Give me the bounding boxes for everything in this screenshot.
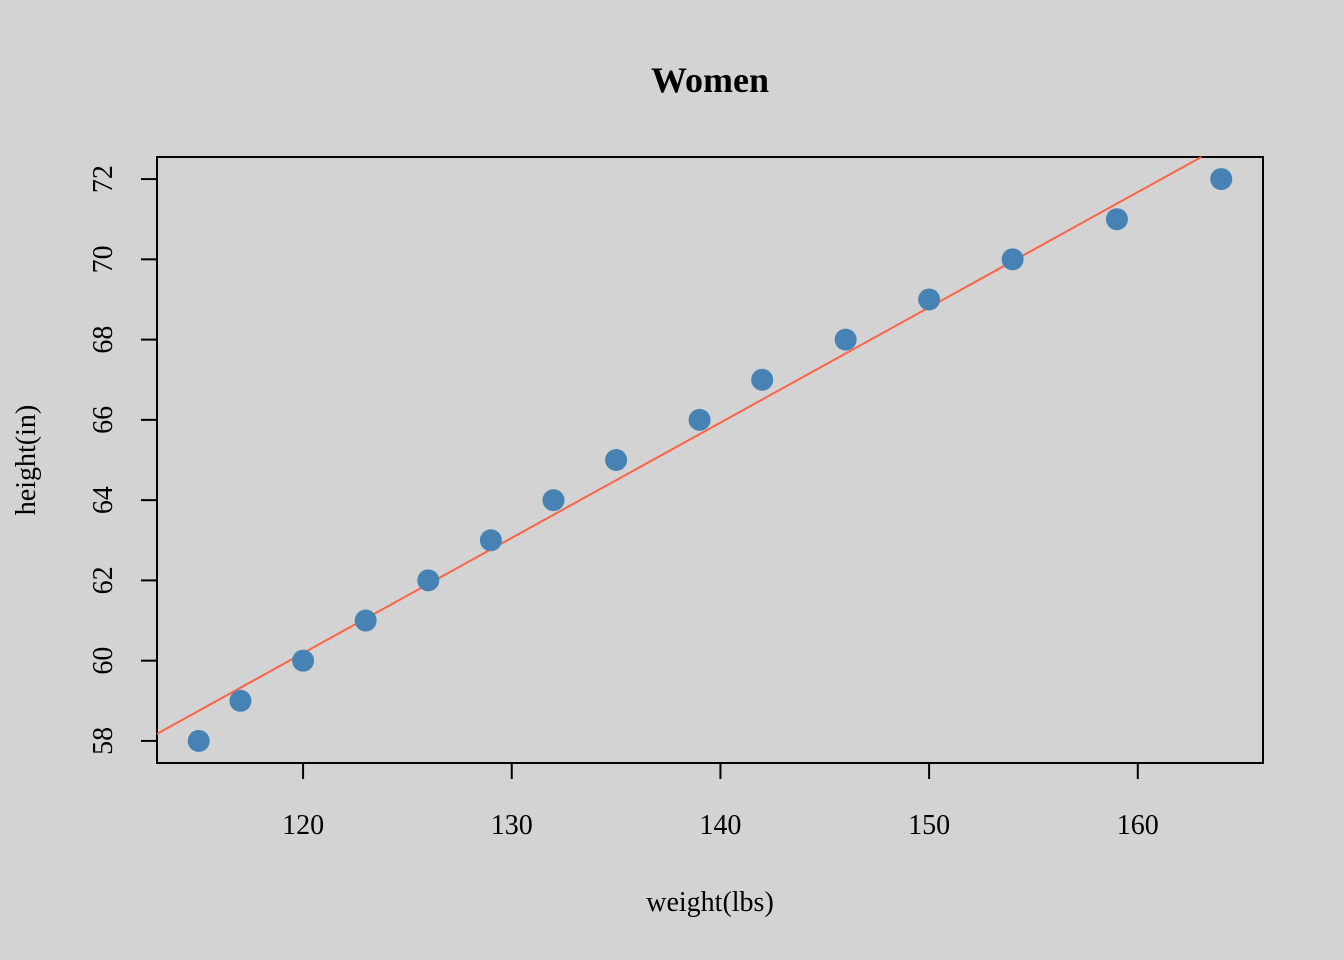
data-point — [834, 328, 857, 351]
chart-title: Women — [651, 60, 769, 100]
x-tick-label: 160 — [1117, 810, 1159, 841]
y-tick-label: 72 — [88, 165, 119, 193]
data-point — [542, 489, 565, 512]
data-point — [187, 729, 210, 752]
data-point — [229, 689, 252, 712]
x-tick-label: 140 — [699, 810, 741, 841]
data-point — [417, 569, 440, 592]
data-point — [605, 449, 628, 471]
data-point — [751, 368, 774, 391]
y-tick-label: 62 — [88, 566, 119, 594]
x-tick-label: 130 — [491, 810, 533, 841]
data-point — [1001, 248, 1024, 271]
y-axis-label: height(in) — [11, 405, 42, 515]
x-tick-label: 150 — [908, 810, 950, 841]
y-tick-label: 58 — [88, 727, 119, 755]
data-point — [918, 288, 941, 311]
data-point — [479, 529, 502, 552]
data-point — [354, 609, 377, 632]
x-tick-label: 120 — [282, 810, 324, 841]
y-axis: 58 60 62 64 66 68 70 72 — [88, 165, 158, 755]
regression-line — [156, 156, 1202, 735]
data-point — [1105, 208, 1128, 231]
regression-line-group — [156, 156, 1202, 735]
x-axis-label: weight(lbs) — [646, 887, 774, 918]
y-tick-label: 64 — [88, 486, 119, 514]
y-tick-label: 66 — [88, 406, 119, 434]
data-point — [688, 408, 711, 431]
y-tick-label: 68 — [88, 326, 119, 354]
plot-area-frame — [156, 156, 1264, 764]
y-tick-label: 70 — [88, 245, 119, 273]
data-point — [292, 649, 315, 672]
data-point — [1210, 168, 1233, 191]
y-tick-label: 60 — [88, 647, 119, 675]
data-points — [187, 168, 1233, 752]
x-axis: 120 130 140 150 160 — [282, 762, 1159, 841]
